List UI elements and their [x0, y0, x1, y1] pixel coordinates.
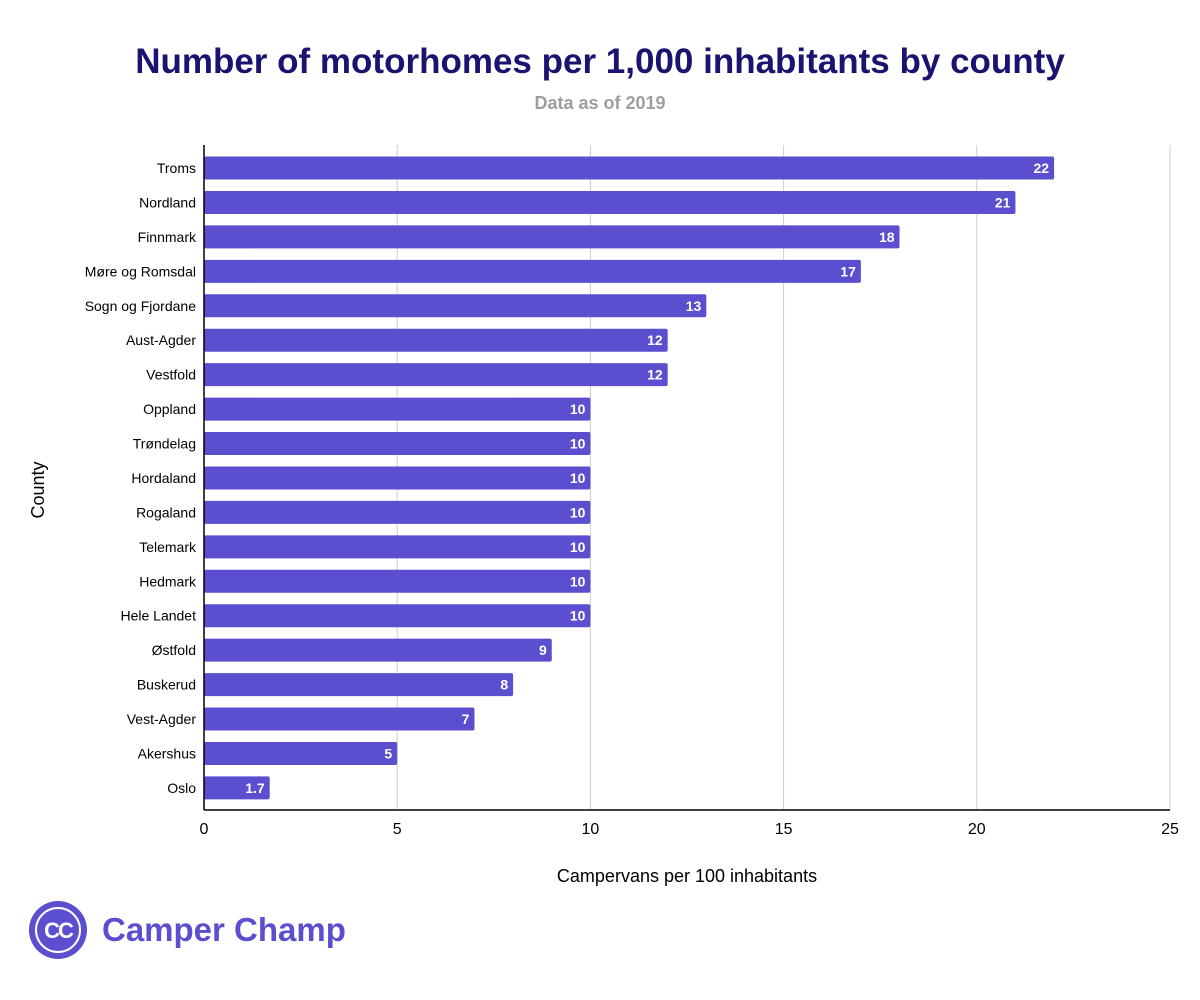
category-label: Akershus: [138, 745, 196, 761]
bar: [204, 363, 668, 387]
x-tick-label: 5: [393, 821, 402, 838]
category-label: Finnmark: [138, 229, 197, 245]
category-label: Oppland: [143, 401, 196, 417]
bar: [204, 673, 514, 697]
category-label: Troms: [157, 160, 196, 176]
data-label: 10: [570, 504, 586, 520]
logo-mark-text: CC: [44, 918, 74, 943]
camper-champ-logo-icon: CC: [29, 901, 87, 959]
category-label: Hordaland: [131, 470, 196, 486]
bar: [204, 432, 591, 456]
bar: [204, 638, 552, 662]
x-tick-label: 0: [200, 821, 209, 838]
bar: [204, 294, 707, 318]
category-label: Oslo: [167, 780, 196, 796]
y-axis-title: County: [28, 461, 48, 518]
bar: [204, 259, 861, 283]
data-label: 18: [879, 229, 895, 245]
bar: [204, 500, 591, 524]
category-label: Rogaland: [136, 504, 196, 520]
bar: [204, 569, 591, 593]
data-label: 13: [686, 298, 702, 314]
data-label: 10: [570, 436, 586, 452]
category-label: Hedmark: [139, 573, 197, 589]
category-label: Møre og Romsdal: [85, 263, 196, 279]
category-label: Hele Landet: [120, 608, 196, 624]
category-label: Buskerud: [137, 677, 196, 693]
data-label: 8: [500, 677, 508, 693]
data-label: 5: [384, 745, 392, 761]
axes: [203, 145, 1170, 811]
bar: [204, 225, 900, 249]
bar: [204, 604, 591, 628]
brand-logo: CC Camper Champ: [28, 900, 346, 960]
chart-subtitle: Data as of 2019: [534, 93, 666, 113]
bar: [204, 328, 668, 352]
x-tick-label: 20: [968, 821, 986, 838]
data-label: 1.7: [245, 780, 265, 796]
category-label: Vestfold: [146, 367, 196, 383]
data-label: 9: [539, 642, 547, 658]
data-label: 10: [570, 401, 586, 417]
x-tick-label: 10: [582, 821, 600, 838]
labels: 0 5 10 15 20 25 Troms 22 Nordland 21 Finnmark 18 Mør…: [85, 160, 1179, 838]
bar: [204, 535, 591, 559]
category-label: Aust-Agder: [126, 332, 196, 348]
category-label: Telemark: [139, 539, 197, 555]
brand-name: Camper Champ: [102, 911, 346, 948]
bar: [204, 707, 475, 731]
category-label: Trøndelag: [133, 436, 196, 452]
x-axis-title: Campervans per 100 inhabitants: [557, 866, 817, 886]
bar: [204, 397, 591, 421]
data-label: 10: [570, 573, 586, 589]
data-label: 12: [647, 332, 663, 348]
category-label: Nordland: [139, 194, 196, 210]
x-tick-label: 25: [1161, 821, 1179, 838]
bar: [204, 776, 270, 800]
data-label: 21: [995, 194, 1011, 210]
bar: [204, 190, 1016, 214]
data-label: 12: [647, 367, 663, 383]
bar: [204, 466, 591, 490]
category-label: Vest-Agder: [127, 711, 197, 727]
data-label: 22: [1034, 160, 1050, 176]
data-label: 7: [462, 711, 470, 727]
bars: [204, 156, 1055, 800]
category-label: Sogn og Fjordane: [85, 298, 197, 314]
data-label: 10: [570, 539, 586, 555]
category-label: Østfold: [152, 642, 196, 658]
chart-title: Number of motorhomes per 1,000 inhabitan…: [135, 42, 1065, 81]
x-tick-label: 15: [775, 821, 793, 838]
bar: [204, 741, 398, 765]
bar: [204, 156, 1055, 180]
data-label: 17: [840, 263, 856, 279]
data-label: 10: [570, 608, 586, 624]
data-label: 10: [570, 470, 586, 486]
